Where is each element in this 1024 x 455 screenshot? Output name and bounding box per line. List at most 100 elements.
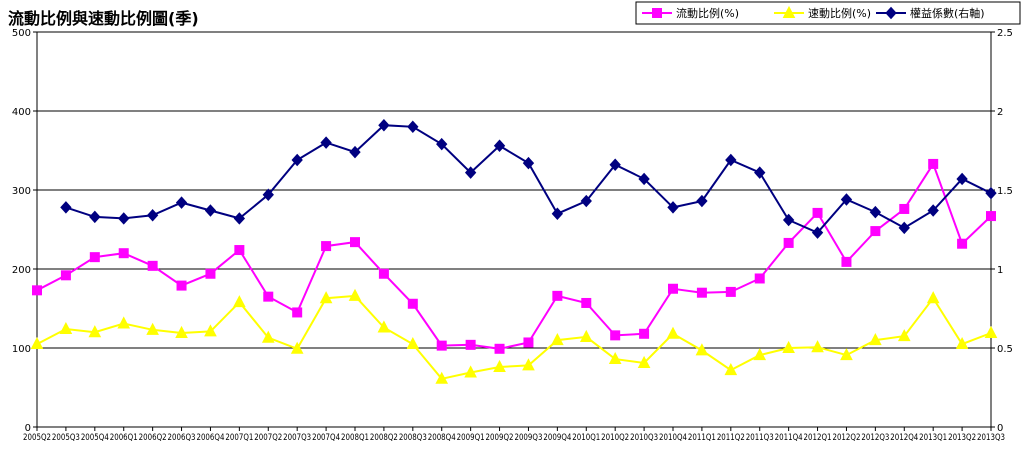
left-axis-tick-label: 0 xyxy=(25,423,31,434)
series-0-point xyxy=(292,307,303,318)
series-0-point xyxy=(494,343,505,354)
legend-entry: 權益係數(右軸) xyxy=(910,6,985,20)
series-0-point xyxy=(378,268,389,279)
series-0-point xyxy=(436,340,447,351)
series-1-point xyxy=(88,325,102,338)
series-1-point xyxy=(608,351,622,365)
series-0-point xyxy=(263,291,274,302)
series-0-point xyxy=(350,237,360,248)
series-2-point xyxy=(493,139,506,153)
series-line-0 xyxy=(36,161,992,350)
series-0-point xyxy=(465,339,476,350)
legend-entry: 速動比例(%) xyxy=(808,6,871,20)
x-axis-tick-label: 2007Q2 xyxy=(254,433,282,443)
series-0-point xyxy=(928,158,939,169)
series-2-point xyxy=(175,196,188,209)
series-2-point xyxy=(407,120,419,134)
series-1-point xyxy=(637,355,651,369)
x-axis-tick-label: 2009Q4 xyxy=(543,433,571,443)
series-1-point xyxy=(869,333,882,346)
series-0-point xyxy=(610,330,621,341)
series-0-point xyxy=(581,297,592,308)
x-axis-tick-label: 2012Q1 xyxy=(804,433,832,443)
series-1-point xyxy=(146,322,159,335)
x-axis-tick-label: 2005Q2 xyxy=(23,433,51,443)
series-0-point xyxy=(870,226,881,237)
series-1-point xyxy=(233,295,246,308)
series-2-point xyxy=(638,172,650,186)
series-0-point xyxy=(552,290,563,301)
series-1-point xyxy=(955,336,969,350)
series-1-point xyxy=(30,336,44,350)
x-axis-tick-label: 2009Q2 xyxy=(486,433,514,443)
chart-title: 流動比例與速動比例圖(季) xyxy=(8,9,199,28)
right-axis-tick-label: 1 xyxy=(997,265,1003,276)
series-0-point xyxy=(321,241,332,252)
series-0-point xyxy=(986,211,996,222)
series-2-point xyxy=(898,221,910,235)
series-1-point xyxy=(840,348,853,361)
series-0-point xyxy=(812,207,823,218)
left-axis-tick-label: 100 xyxy=(12,344,31,355)
x-axis-tick-label: 2011Q1 xyxy=(688,433,716,443)
legend-box xyxy=(635,1,1021,25)
series-0-point xyxy=(957,238,968,249)
x-axis-tick-label: 2010Q4 xyxy=(659,433,687,443)
series-2-point xyxy=(378,118,390,132)
x-axis-tick-label: 2006Q1 xyxy=(110,433,138,443)
right-axis-tick-label: 1.5 xyxy=(997,186,1013,197)
x-axis-tick-label: 2008Q2 xyxy=(370,433,398,443)
series-1-point xyxy=(897,329,911,342)
series-1-point xyxy=(319,291,333,304)
legend-entry: 流動比例(%) xyxy=(676,6,739,20)
right-axis-tick-label: 2.5 xyxy=(997,28,1013,39)
x-axis-tick-label: 2005Q4 xyxy=(81,433,109,443)
series-1-point xyxy=(579,329,593,342)
right-axis-tick-label: 2 xyxy=(997,107,1003,118)
series-2-point xyxy=(609,158,621,171)
series-1-point xyxy=(348,288,362,301)
legend-swatch-marker xyxy=(782,5,796,18)
series-1-point xyxy=(261,330,275,343)
x-axis-tick-label: 2013Q1 xyxy=(919,433,947,443)
x-axis-tick-label: 2013Q2 xyxy=(948,433,976,443)
x-axis-tick-label: 2006Q3 xyxy=(168,433,196,443)
legend-swatch-marker xyxy=(652,8,662,18)
x-axis-tick-label: 2010Q2 xyxy=(601,433,629,443)
series-2-point xyxy=(60,201,72,214)
x-axis-tick-label: 2007Q1 xyxy=(225,433,253,443)
series-2-point xyxy=(696,194,708,208)
series-2-point xyxy=(667,201,679,214)
series-0-point xyxy=(668,283,678,294)
left-axis-tick-label: 200 xyxy=(12,265,31,276)
series-2-point xyxy=(927,204,939,217)
left-axis-tick-label: 500 xyxy=(12,28,31,39)
series-0-point xyxy=(639,328,650,339)
series-2-point xyxy=(349,145,361,159)
series-0-point xyxy=(176,280,187,291)
series-2-point xyxy=(204,204,217,217)
series-0-point xyxy=(783,237,794,248)
series-2-point xyxy=(464,166,477,179)
series-2-point xyxy=(291,153,303,167)
x-axis-tick-label: 2005Q3 xyxy=(52,433,80,443)
series-2-point xyxy=(262,188,274,201)
series-0-point xyxy=(754,273,765,284)
series-1-point xyxy=(435,371,449,384)
series-0-point xyxy=(205,268,216,279)
series-2-point xyxy=(869,205,882,219)
series-2-point xyxy=(782,213,795,227)
series-2-point xyxy=(89,210,101,224)
series-1-point xyxy=(551,333,564,346)
legend-swatch-marker xyxy=(885,6,897,20)
right-axis-tick-label: 0 xyxy=(997,423,1003,434)
series-line-1 xyxy=(36,294,992,380)
series-1-point xyxy=(175,325,188,338)
x-axis-tick-label: 2006Q4 xyxy=(196,433,224,443)
x-axis-tick-label: 2008Q1 xyxy=(341,433,369,443)
series-0-point xyxy=(407,298,418,309)
x-axis-tick-label: 2009Q3 xyxy=(514,433,542,443)
series-1-point xyxy=(117,316,131,329)
